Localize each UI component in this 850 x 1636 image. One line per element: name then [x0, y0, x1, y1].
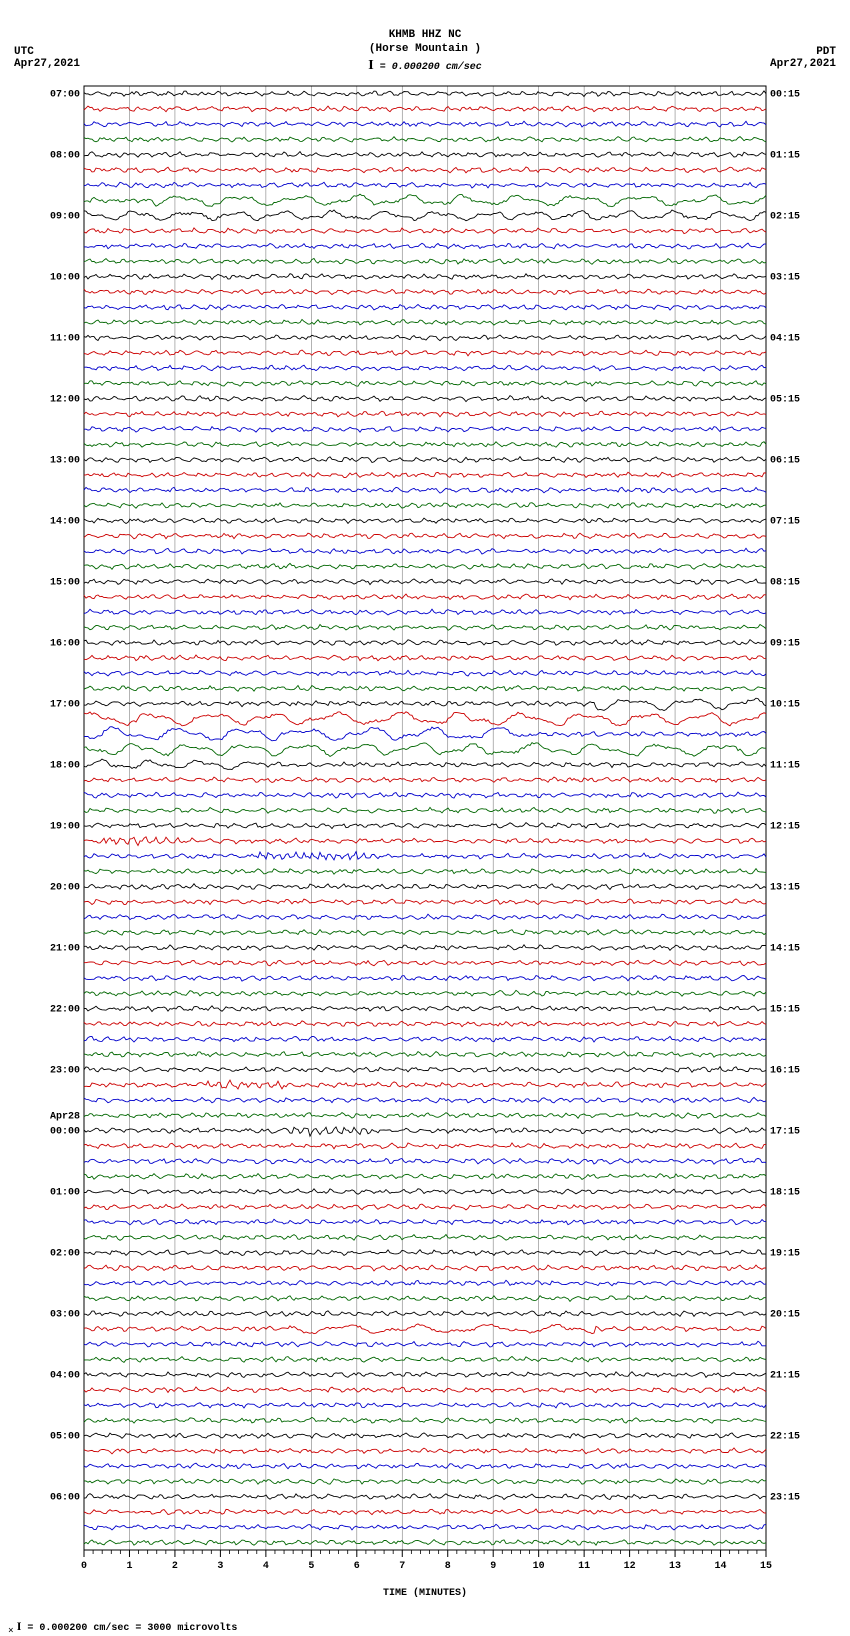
svg-text:08:15: 08:15: [770, 578, 800, 589]
svg-text:14:00: 14:00: [50, 517, 80, 528]
svg-text:01:00: 01:00: [50, 1188, 80, 1199]
svg-text:17:00: 17:00: [50, 700, 80, 711]
svg-text:1: 1: [126, 1561, 132, 1572]
svg-text:06:00: 06:00: [50, 1493, 80, 1504]
svg-text:20:00: 20:00: [50, 883, 80, 894]
svg-text:20:15: 20:15: [770, 1310, 800, 1321]
svg-text:11:15: 11:15: [770, 761, 800, 772]
svg-text:16:15: 16:15: [770, 1066, 800, 1077]
station-name: (Horse Mountain ): [0, 42, 850, 56]
svg-text:02:15: 02:15: [770, 212, 800, 223]
svg-text:12: 12: [624, 1561, 636, 1572]
tz-left-label: UTC: [14, 46, 80, 58]
footer-scale-text: = 0.000200 cm/sec = 3000 microvolts: [21, 1623, 237, 1634]
svg-text:11:00: 11:00: [50, 334, 80, 345]
svg-text:08:00: 08:00: [50, 151, 80, 162]
svg-text:05:00: 05:00: [50, 1432, 80, 1443]
tz-right-label: PDT: [770, 46, 836, 58]
svg-text:7: 7: [399, 1561, 405, 1572]
plot-area: 07:00 08:00 09:00 10:00 11:00 12:00 13:00 14:00…: [46, 80, 804, 1586]
svg-text:9: 9: [490, 1561, 496, 1572]
svg-text:6: 6: [354, 1561, 360, 1572]
svg-text:15: 15: [760, 1561, 772, 1572]
svg-text:16:00: 16:00: [50, 639, 80, 650]
svg-text:10: 10: [533, 1561, 545, 1572]
svg-text:18:00: 18:00: [50, 761, 80, 772]
svg-text:3: 3: [217, 1561, 223, 1572]
svg-text:02:00: 02:00: [50, 1249, 80, 1260]
svg-text:5: 5: [308, 1561, 314, 1572]
svg-text:09:00: 09:00: [50, 212, 80, 223]
svg-text:10:00: 10:00: [50, 273, 80, 284]
svg-text:0: 0: [81, 1561, 87, 1572]
svg-text:14:15: 14:15: [770, 944, 800, 955]
svg-text:03:15: 03:15: [770, 273, 800, 284]
svg-text:07:15: 07:15: [770, 517, 800, 528]
tz-left-block: UTC Apr27,2021: [14, 46, 80, 70]
svg-text:21:00: 21:00: [50, 944, 80, 955]
tz-right-block: PDT Apr27,2021: [770, 46, 836, 70]
svg-text:19:15: 19:15: [770, 1249, 800, 1260]
svg-text:04:15: 04:15: [770, 334, 800, 345]
svg-text:Apr28: Apr28: [50, 1111, 80, 1122]
svg-text:15:15: 15:15: [770, 1005, 800, 1016]
svg-text:00:00: 00:00: [50, 1127, 80, 1138]
station-code: KHMB HHZ NC: [0, 28, 850, 42]
svg-text:22:15: 22:15: [770, 1432, 800, 1443]
svg-text:04:00: 04:00: [50, 1371, 80, 1382]
svg-text:05:15: 05:15: [770, 395, 800, 406]
svg-text:09:15: 09:15: [770, 639, 800, 650]
svg-text:14: 14: [715, 1561, 727, 1572]
scale-note: I = 0.000200 cm/sec: [0, 58, 850, 74]
seismogram-svg: 07:00 08:00 09:00 10:00 11:00 12:00 13:00 14:00…: [46, 80, 804, 1586]
svg-text:07:00: 07:00: [50, 90, 80, 101]
tz-left-date: Apr27,2021: [14, 58, 80, 70]
svg-text:17:15: 17:15: [770, 1127, 800, 1138]
svg-text:11: 11: [578, 1561, 590, 1572]
svg-text:00:15: 00:15: [770, 90, 800, 101]
svg-text:01:15: 01:15: [770, 151, 800, 162]
svg-text:23:15: 23:15: [770, 1493, 800, 1504]
svg-text:06:15: 06:15: [770, 456, 800, 467]
header: KHMB HHZ NC (Horse Mountain ) I = 0.0002…: [0, 0, 850, 74]
svg-text:21:15: 21:15: [770, 1371, 800, 1382]
scale-bar-label: = 0.000200 cm/sec: [374, 62, 482, 73]
svg-text:22:00: 22:00: [50, 1005, 80, 1016]
svg-text:13: 13: [669, 1561, 681, 1572]
svg-text:18:15: 18:15: [770, 1188, 800, 1199]
seismogram-page: UTC Apr27,2021 PDT Apr27,2021 KHMB HHZ N…: [0, 0, 850, 1636]
svg-text:12:00: 12:00: [50, 395, 80, 406]
svg-text:4: 4: [263, 1561, 269, 1572]
svg-text:23:00: 23:00: [50, 1066, 80, 1077]
svg-text:15:00: 15:00: [50, 578, 80, 589]
x-axis-label: TIME (MINUTES): [0, 1588, 850, 1599]
footer-scale: × I = 0.000200 cm/sec = 3000 microvolts: [8, 1619, 850, 1636]
tz-right-date: Apr27,2021: [770, 58, 836, 70]
svg-text:12:15: 12:15: [770, 822, 800, 833]
svg-text:8: 8: [445, 1561, 451, 1572]
svg-text:19:00: 19:00: [50, 822, 80, 833]
svg-text:13:15: 13:15: [770, 883, 800, 894]
svg-text:03:00: 03:00: [50, 1310, 80, 1321]
svg-text:13:00: 13:00: [50, 456, 80, 467]
svg-text:10:15: 10:15: [770, 700, 800, 711]
svg-text:2: 2: [172, 1561, 178, 1572]
